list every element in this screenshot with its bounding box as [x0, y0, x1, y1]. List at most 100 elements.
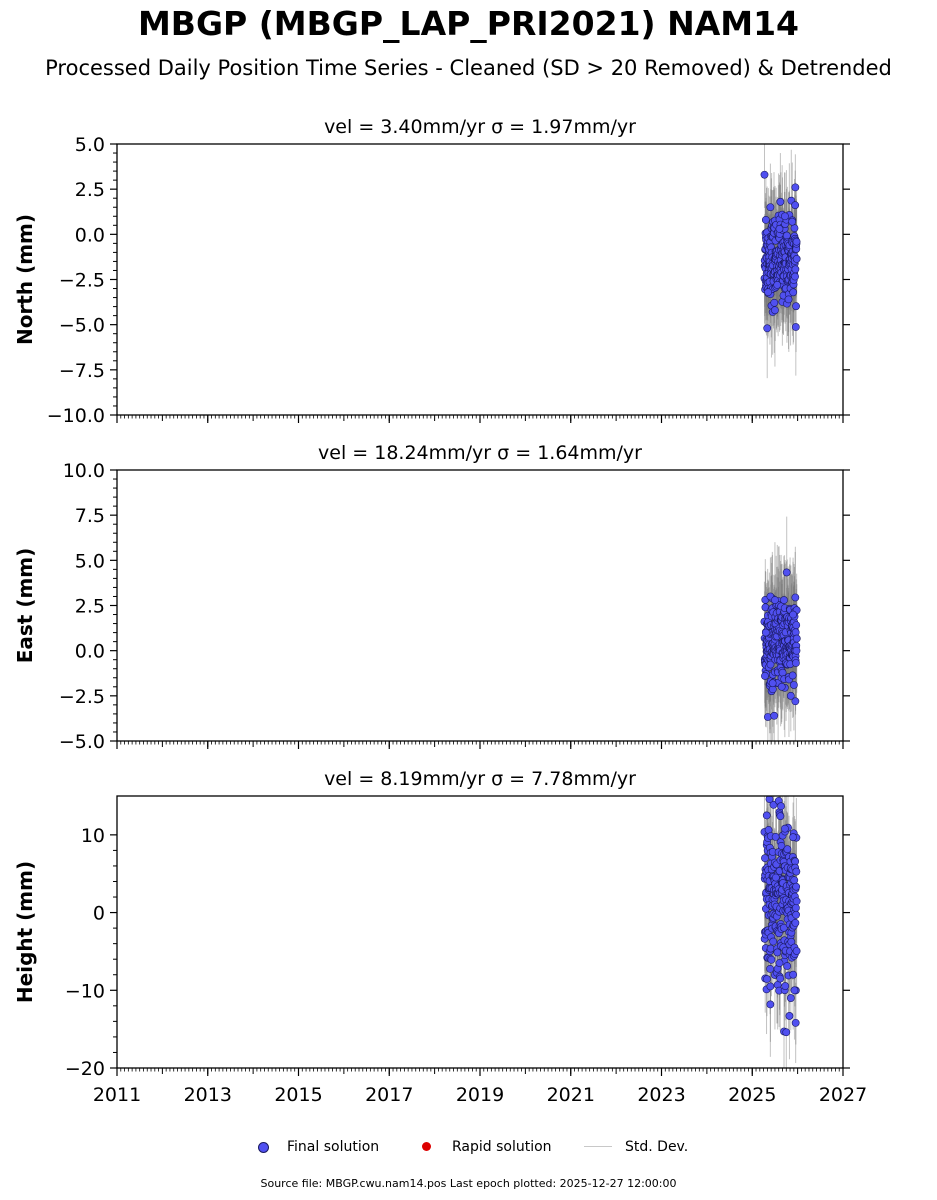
final-solution-point	[762, 811, 771, 820]
height-panel: vel = 8.19mm/yr σ = 7.78mm/yr Height (mm)…	[13, 762, 867, 1106]
legend-rapid-label: Rapid solution	[452, 1139, 552, 1155]
y-tick-label: −5.0	[59, 731, 105, 753]
y-tick-label: 2.5	[75, 179, 105, 201]
x-tick-label: 2013	[184, 1084, 232, 1106]
final-solution-point	[763, 324, 772, 333]
y-axis-label: Height (mm)	[13, 861, 37, 1003]
panel-title: vel = 18.24mm/yr σ = 1.64mm/yr	[318, 442, 642, 464]
final-solution-point	[792, 882, 801, 891]
final-solution-point	[791, 201, 800, 210]
y-tick-label: 0.0	[75, 641, 105, 663]
x-tick-label: 2023	[637, 1084, 685, 1106]
final-solution-point	[776, 197, 785, 206]
final-solution-point	[792, 897, 801, 906]
final-solution-point	[791, 1018, 800, 1027]
final-solution-marker	[258, 1142, 269, 1153]
final-solution-point	[768, 679, 777, 688]
final-solution-point	[771, 306, 779, 315]
final-solution-point	[788, 217, 797, 226]
final-solution-point	[776, 974, 785, 983]
x-tick-label: 2019	[456, 1084, 504, 1106]
final-solution-point	[792, 646, 801, 655]
final-solution-point	[786, 994, 795, 1002]
final-solution-point	[792, 255, 801, 263]
final-solution-point	[775, 959, 784, 967]
final-solution-point	[792, 237, 801, 246]
final-solution-point	[770, 762, 777, 769]
legend-stddev-label: Std. Dev.	[625, 1139, 689, 1155]
final-solution-point	[792, 302, 800, 311]
final-solution-point	[766, 660, 775, 669]
y-tick-label: 7.5	[75, 505, 105, 527]
final-solution-point	[788, 671, 797, 680]
x-tick-label: 2017	[365, 1084, 413, 1106]
y-axis-label: East (mm)	[13, 548, 37, 664]
final-solution-point	[778, 668, 787, 677]
final-solution-point	[770, 711, 779, 720]
final-solution-point	[760, 170, 769, 179]
final-solution-point	[783, 962, 792, 970]
final-solution-point	[775, 225, 784, 233]
final-solution-point	[792, 867, 801, 876]
y-axis-label: North (mm)	[13, 214, 37, 345]
final-solution-point	[790, 876, 799, 885]
y-tick-label: 2.5	[75, 596, 105, 618]
final-solution-point	[779, 923, 788, 932]
final-solution-point	[792, 621, 801, 630]
y-tick-label: 10.0	[63, 460, 105, 482]
rapid-solution-marker	[422, 1142, 431, 1151]
final-solution-point	[782, 568, 791, 577]
legend-final-label: Final solution	[287, 1139, 380, 1155]
y-tick-label: −2.5	[59, 270, 105, 292]
final-solution-point	[784, 295, 793, 304]
final-solution-point	[771, 873, 780, 882]
y-tick-label: −2.5	[59, 686, 105, 708]
plot-frame	[116, 143, 844, 416]
data-layer	[760, 144, 801, 379]
final-solution-point	[766, 203, 775, 212]
final-solution-point	[767, 955, 776, 964]
source-footer: Source file: MBGP.cwu.nam14.pos Last epo…	[260, 1177, 677, 1190]
panel-title: vel = 3.40mm/yr σ = 1.97mm/yr	[324, 116, 636, 138]
final-solution-point	[783, 845, 792, 854]
x-tick-label: 2011	[93, 1084, 141, 1106]
final-solution-point	[786, 691, 795, 700]
final-solution-point	[792, 634, 801, 643]
figure-subtitle: Processed Daily Position Time Series - C…	[45, 56, 892, 80]
final-solution-point	[773, 281, 782, 289]
final-solution-point	[790, 224, 799, 233]
final-solution-point	[782, 231, 791, 240]
final-solution-point	[781, 982, 790, 990]
final-solution-point	[766, 944, 775, 953]
plot-frame	[116, 469, 844, 742]
final-solution-point	[781, 212, 789, 221]
final-solution-point	[781, 824, 789, 833]
final-solution-point	[761, 854, 769, 863]
y-tick-label: 0	[93, 903, 105, 925]
final-solution-point	[766, 964, 775, 973]
y-tick-label: −20	[65, 1058, 105, 1080]
final-solution-point	[777, 802, 785, 811]
y-tick-label: −5.0	[59, 315, 105, 337]
east-panel: vel = 18.24mm/yr σ = 1.64mm/yr East (mm) 1…	[13, 442, 850, 753]
final-solution-point	[789, 288, 798, 297]
x-tick-label: 2025	[728, 1084, 776, 1106]
final-solution-point	[777, 841, 786, 850]
data-layer	[760, 762, 801, 1068]
final-solution-point	[789, 681, 798, 689]
panel-title: vel = 8.19mm/yr σ = 7.78mm/yr	[324, 768, 636, 790]
final-solution-point	[761, 672, 769, 680]
final-solution-point	[761, 215, 770, 224]
y-tick-label: −10	[65, 980, 105, 1002]
final-solution-point	[792, 947, 801, 955]
final-solution-point	[763, 713, 772, 721]
x-tick-label: 2015	[274, 1084, 322, 1106]
y-tick-label: −10.0	[47, 405, 105, 427]
final-solution-point	[761, 628, 770, 637]
north-panel: vel = 3.40mm/yr σ = 1.97mm/yr North (mm) 5…	[13, 116, 850, 427]
final-solution-point	[782, 1028, 791, 1037]
final-solution-point	[764, 288, 773, 297]
x-tick-label: 2021	[547, 1084, 595, 1106]
final-solution-point	[766, 1000, 775, 1009]
